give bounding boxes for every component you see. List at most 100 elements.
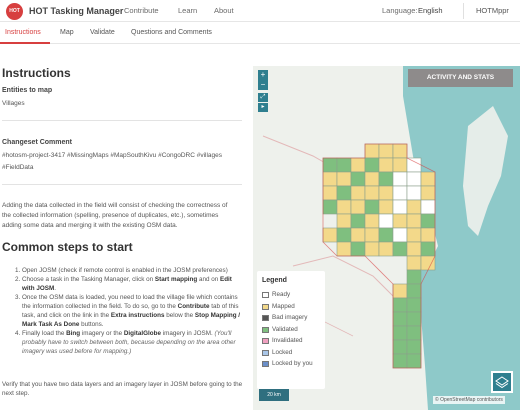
task-cell [350,241,366,257]
task-map[interactable]: + − ⤢ ▸ ACTIVITY AND STATS Legend Ready … [253,66,520,410]
step-3-text: Once the OSM data is loaded, you need to… [22,294,238,310]
nav-contribute[interactable]: Contribute [124,6,159,15]
task-cell [350,185,366,201]
task-cell [378,157,394,173]
entities-value: Villages [2,100,25,107]
locate-icon[interactable]: ▸ [258,103,268,112]
task-cell [406,353,422,369]
language-select[interactable]: English [418,6,443,15]
task-cell [322,199,338,215]
task-cell [420,227,436,243]
legend-item: Bad imagery [262,314,320,326]
hot-logo-icon[interactable]: HOT [6,3,23,20]
scale-bar: 20 km [259,389,289,401]
start-mapping-label: Start mapping [154,276,198,283]
nav-divider [463,3,464,19]
nav-learn[interactable]: Learn [178,6,198,15]
user-menu[interactable]: HOTMppr [476,6,509,15]
task-cell [378,199,394,215]
verify-note: Verify that you have two data layers and… [2,381,243,397]
tab-instructions[interactable]: Instructions [5,29,41,36]
task-cell [392,171,408,187]
task-cell [406,227,422,243]
task-cell [392,227,408,243]
tab-validate[interactable]: Validate [90,29,115,36]
task-cell [322,171,338,187]
bing-label: Bing [66,330,81,337]
step-3-text: buttons. [79,321,104,328]
extra-instructions-label: Extra instructions [110,312,165,319]
active-tab-indicator [0,42,50,44]
task-cell [420,213,436,229]
tab-map[interactable]: Map [60,29,74,36]
swatch-bad-imagery [262,315,269,321]
lake-water [463,106,508,236]
task-cell [406,269,422,285]
zoom-in-button[interactable]: + [260,70,266,79]
task-cell [378,171,394,187]
steps-title: Common steps to start [2,240,133,254]
legend-item: Locked by you [262,360,320,372]
digitalglobe-label: DigitalGlobe [123,330,161,337]
task-cell [392,325,408,341]
task-cell [406,199,422,215]
task-cell [322,227,338,243]
legend-label: Validated [272,325,298,333]
task-cell [336,213,352,229]
swatch-locked-by-you [262,361,269,367]
map-attribution[interactable]: © OpenStreetMap contributors [433,396,505,404]
road [292,255,404,307]
task-cell [406,241,422,257]
step-4: Finally load the Bing imagery or the Dig… [22,329,242,356]
task-cell [364,185,380,201]
task-cell [392,353,408,369]
layers-icon[interactable] [491,371,513,393]
divider [2,184,242,185]
tab-questions-comments[interactable]: Questions and Comments [131,29,212,36]
edit-with-josm-label: Edit with JOSM [22,276,232,292]
task-cell [364,157,380,173]
legend-label: Ready [272,291,291,298]
task-cell [364,143,380,159]
divider [2,120,242,121]
task-cell [420,199,436,215]
task-cell [392,283,408,299]
task-cell [392,199,408,215]
stop-mapping-label: Stop Mapping / Mark Task As Done [22,312,241,328]
contribute-label: Contribute [177,303,210,310]
fullscreen-icon[interactable]: ⤢ [258,93,268,102]
legend-label: Mapped [272,302,295,310]
instructions-panel: Instructions Entities to map Villages Ch… [0,44,252,410]
changeset-value: #hotosm-project-3417 #MissingMaps #MapSo… [2,152,223,159]
step-4-text: Finally load the [22,330,67,337]
zoom-out-button[interactable]: − [260,80,266,89]
task-cell [364,171,380,187]
project-boundary [322,143,436,369]
legend-item: Invalidated [262,337,320,349]
swatch-mapped [262,303,269,310]
step-4-note: (You'll probably have to switch between … [22,330,236,355]
step-1-text: Open JOSM (check if remote control is en… [22,267,228,274]
task-cell [406,171,422,187]
task-cell [364,213,380,229]
task-cell [406,185,422,201]
task-cell [392,297,408,313]
task-cell [392,185,408,201]
step-1: Open JOSM (check if remote control is en… [22,266,242,275]
nav-about[interactable]: About [214,6,234,15]
activity-stats-button[interactable]: ACTIVITY AND STATS [408,69,513,87]
legend-label: Invalidated [272,337,303,344]
task-cell [364,241,380,257]
map-canvas[interactable] [253,66,520,410]
task-cell [378,185,394,201]
task-cell [336,171,352,187]
legend-item: Mapped [262,303,320,315]
task-cell [392,157,408,173]
project-tabs: Instructions Map Validate Questions and … [0,22,520,44]
task-cell [406,311,422,327]
changeset-heading: Changeset Comment [2,139,73,146]
steps-list: Open JOSM (check if remote control is en… [12,266,242,356]
instructions-title: Instructions [2,66,71,80]
task-cell [350,213,366,229]
brand-title[interactable]: HOT Tasking Manager [29,6,124,16]
